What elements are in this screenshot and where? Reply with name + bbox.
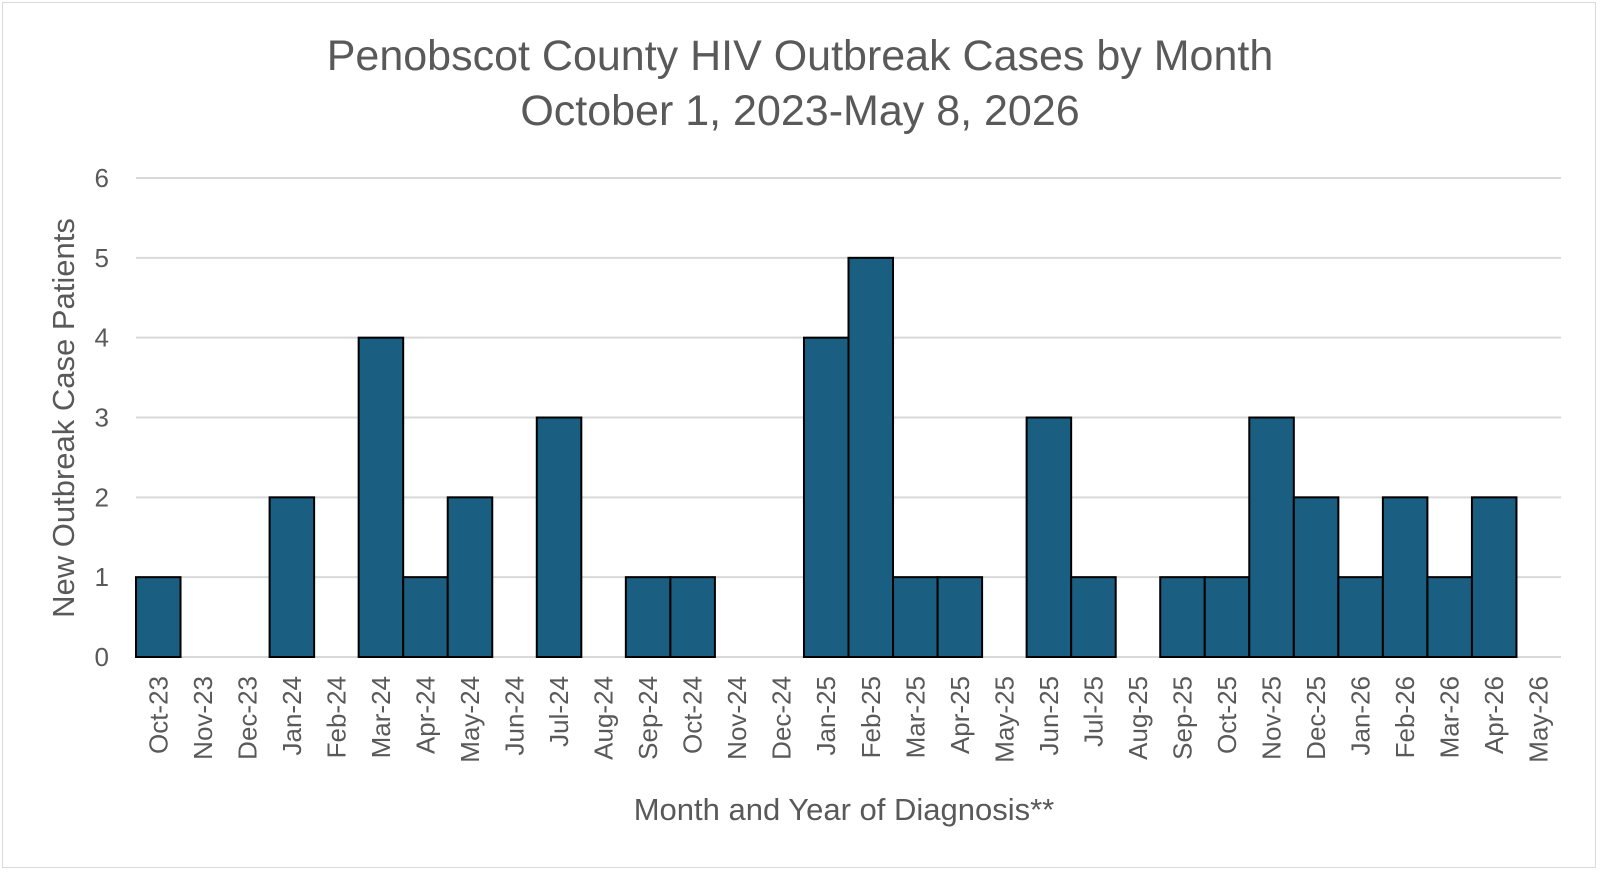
x-tick-label: Jul-24: [544, 676, 574, 747]
x-tick-label: Oct-24: [678, 676, 708, 754]
bar: [1070, 576, 1117, 659]
bar: [847, 256, 895, 658]
bar: [624, 576, 672, 659]
x-tick-label: Apr-25: [945, 676, 975, 754]
x-tick-label: Apr-26: [1479, 676, 1509, 754]
y-tick-label: 6: [95, 163, 109, 193]
x-tick-label: Mar-24: [366, 676, 396, 758]
x-tick-label: Jul-25: [1078, 676, 1108, 747]
x-tick-label: Aug-24: [589, 676, 619, 760]
x-tick-label: Sep-24: [633, 676, 663, 760]
bars: [135, 256, 1518, 659]
bar: [1248, 416, 1295, 658]
x-axis-ticks: Oct-23 Nov-23 Dec-23 Jan-24 Feb-24 Mar-24 Apr-…: [143, 676, 1553, 763]
x-tick-label: May-24: [455, 676, 485, 763]
bar: [1426, 576, 1473, 659]
chart-title: Penobscot County HIV Outbreak Cases by M…: [327, 32, 1273, 80]
x-tick-label: Oct-23: [143, 676, 173, 754]
y-tick-label: 2: [95, 482, 109, 512]
y-tick-label: 0: [95, 642, 109, 672]
bar: [1159, 576, 1206, 659]
bar: [1470, 496, 1518, 659]
x-tick-label: Apr-24: [410, 676, 440, 754]
bar: [135, 576, 182, 659]
x-tick-label: Feb-24: [321, 676, 351, 758]
bar: [268, 496, 316, 659]
x-tick-label: Jun-24: [500, 676, 530, 756]
x-tick-label: Nov-25: [1257, 676, 1287, 760]
x-tick-label: Feb-25: [856, 676, 886, 758]
y-axis-ticks: 0 1 2 3 4 5 6: [95, 163, 109, 672]
bar: [535, 416, 583, 658]
x-tick-label: Mar-25: [900, 676, 930, 758]
bar: [1025, 416, 1073, 658]
bar: [669, 576, 716, 659]
bar: [402, 576, 449, 659]
bar: [446, 496, 494, 659]
bar: [1292, 496, 1340, 659]
x-tick-label: Sep-25: [1167, 676, 1197, 760]
x-tick-label: Dec-24: [767, 676, 797, 760]
x-tick-label: Dec-23: [232, 676, 262, 760]
x-tick-label: Jun-25: [1034, 676, 1064, 756]
x-tick-label: Jan-26: [1346, 676, 1376, 756]
x-axis-title: Month and Year of Diagnosis**: [634, 792, 1055, 827]
x-tick-label: Oct-25: [1212, 676, 1242, 754]
bar: [936, 576, 984, 659]
bar: [802, 336, 850, 658]
y-tick-label: 5: [95, 243, 109, 273]
y-axis-title: New Outbreak Case Patients: [46, 218, 81, 618]
x-tick-label: May-26: [1524, 676, 1554, 763]
chart-subtitle: October 1, 2023-May 8, 2026: [520, 87, 1079, 135]
x-tick-label: Mar-26: [1435, 676, 1465, 758]
bar: [1337, 576, 1384, 659]
bar: [1203, 576, 1251, 659]
y-tick-label: 1: [95, 562, 109, 592]
x-tick-label: Dec-25: [1301, 676, 1331, 760]
x-tick-label: Nov-23: [188, 676, 218, 760]
x-tick-label: Feb-26: [1390, 676, 1420, 758]
y-tick-label: 3: [95, 403, 109, 433]
x-tick-label: Aug-25: [1123, 676, 1153, 760]
bar: [1381, 496, 1429, 659]
bar: [892, 576, 939, 659]
x-tick-label: Jan-25: [811, 676, 841, 756]
x-tick-label: Jan-24: [277, 676, 307, 756]
x-tick-label: May-25: [989, 676, 1019, 763]
bar: [357, 336, 405, 658]
x-tick-label: Nov-24: [722, 676, 752, 760]
y-tick-label: 4: [95, 323, 109, 353]
